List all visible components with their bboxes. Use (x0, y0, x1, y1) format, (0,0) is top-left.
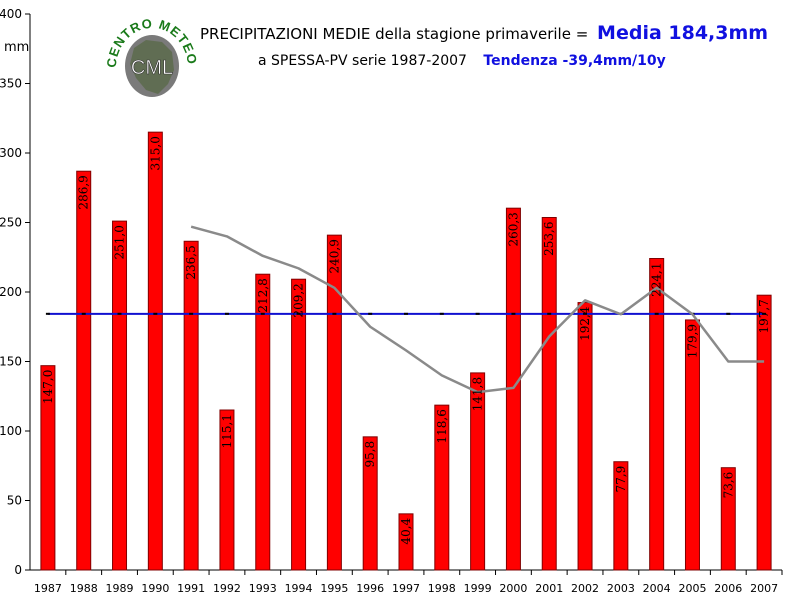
bar-value-label: 73,6 (721, 472, 735, 499)
y-tick-label: 50 (7, 494, 22, 508)
x-tick-label: 1993 (249, 582, 277, 595)
y-tick-label: 250 (0, 216, 22, 230)
bar (291, 278, 307, 571)
x-tick-label: 2001 (535, 582, 563, 595)
x-tick-label: 1995 (320, 582, 348, 595)
bar-value-label: 141,8 (471, 377, 485, 411)
bar-value-label: 197,7 (757, 299, 771, 333)
bar (720, 467, 736, 571)
x-tick-label: 2003 (607, 582, 635, 595)
y-tick-label: 350 (0, 77, 22, 91)
trend-label: Tendenza -39,4mm/10y (483, 53, 666, 69)
y-tick-label: 100 (0, 424, 22, 438)
chart-title-line1: PRECIPITAZIONI MEDIE della stagione prim… (200, 22, 768, 44)
x-tick-label: 1992 (213, 582, 241, 595)
bar (541, 216, 557, 571)
y-tick-label: 400 (0, 7, 22, 21)
bar (147, 131, 163, 571)
x-tick-label: 1987 (34, 582, 62, 595)
bar-value-label: 192,4 (578, 306, 592, 341)
mean-value-label: Media 184,3mm (597, 22, 769, 44)
bar-value-label: 118,6 (435, 409, 449, 443)
tick-labels: 0 50 100 150 200 250 300 350 400 1987 1988 1989 1990… (0, 7, 778, 595)
moving-average-path (190, 225, 765, 394)
bar-value-label: 147,0 (41, 370, 55, 404)
bar-value-label: 95,8 (363, 441, 377, 468)
x-tick-label: 1990 (141, 582, 169, 595)
bar-value-label: 224,1 (650, 263, 664, 297)
x-tick-label: 2005 (678, 582, 706, 595)
bar-value-label: 251,0 (113, 225, 127, 259)
bar (613, 461, 629, 571)
x-tick-label: 1996 (356, 582, 384, 595)
bar-value-label: 179,9 (685, 324, 699, 358)
bar-value-label: 286,9 (77, 175, 91, 209)
bar (112, 220, 128, 571)
y-tick-label: 300 (0, 146, 22, 160)
bar (684, 319, 700, 571)
bar (40, 365, 56, 571)
bar (470, 372, 486, 571)
x-tick-label: 2000 (499, 582, 527, 595)
x-tick-label: 1989 (106, 582, 134, 595)
bar (76, 170, 92, 571)
title-text: PRECIPITAZIONI MEDIE della stagione prim… (200, 25, 589, 43)
bar-value-label: 315,0 (148, 136, 162, 170)
x-tick-label: 2006 (714, 582, 742, 595)
x-tick-label: 1988 (70, 582, 98, 595)
x-tick-label: 1998 (428, 582, 456, 595)
bar-value-label: 253,6 (542, 221, 556, 255)
bar (362, 436, 378, 571)
bar-value-label: 77,9 (614, 466, 628, 493)
chart-title-line2: a SPESSA-PV serie 1987-2007 Tendenza -39… (258, 53, 666, 69)
bar-value-label: 236,5 (184, 245, 198, 279)
bar-value-label: 40,4 (399, 517, 413, 544)
x-tick-label: 1999 (464, 582, 492, 595)
moving-average-line (190, 225, 765, 394)
subtitle-text: a SPESSA-PV serie 1987-2007 (258, 53, 467, 69)
x-tick-label: 2007 (750, 582, 778, 595)
bar-value-label: 240,9 (327, 239, 341, 273)
y-unit-label: mm (4, 40, 30, 55)
bar (398, 513, 414, 571)
bar-value-label: 115,1 (220, 414, 234, 448)
bar (577, 302, 593, 571)
bars (40, 131, 772, 571)
y-tick-label: 150 (0, 355, 22, 369)
bar (756, 294, 772, 571)
bar-value-label: 212,8 (256, 278, 270, 312)
cml-logo: CML CENTRO METEO LOMBARDO (102, 8, 199, 97)
x-tick-label: 2002 (571, 582, 599, 595)
svg-text:CML: CML (131, 57, 173, 79)
bar (183, 240, 199, 571)
value-labels: 147,0 286,9 251,0 315,0 236,5 115,1 212,8 209,2… (41, 136, 771, 544)
bar (219, 409, 235, 571)
y-tick-label: 0 (14, 563, 22, 577)
x-tick-label: 1991 (177, 582, 205, 595)
y-tick-label: 200 (0, 285, 22, 299)
bar (326, 234, 342, 571)
x-tick-label: 2004 (643, 582, 671, 595)
bar (255, 273, 271, 571)
x-tick-label: 1994 (285, 582, 313, 595)
x-tick-label: 1997 (392, 582, 420, 595)
bar (434, 404, 450, 571)
bar-value-label: 209,2 (292, 283, 306, 317)
bar-value-label: 260,3 (506, 212, 520, 246)
bar (649, 258, 665, 571)
